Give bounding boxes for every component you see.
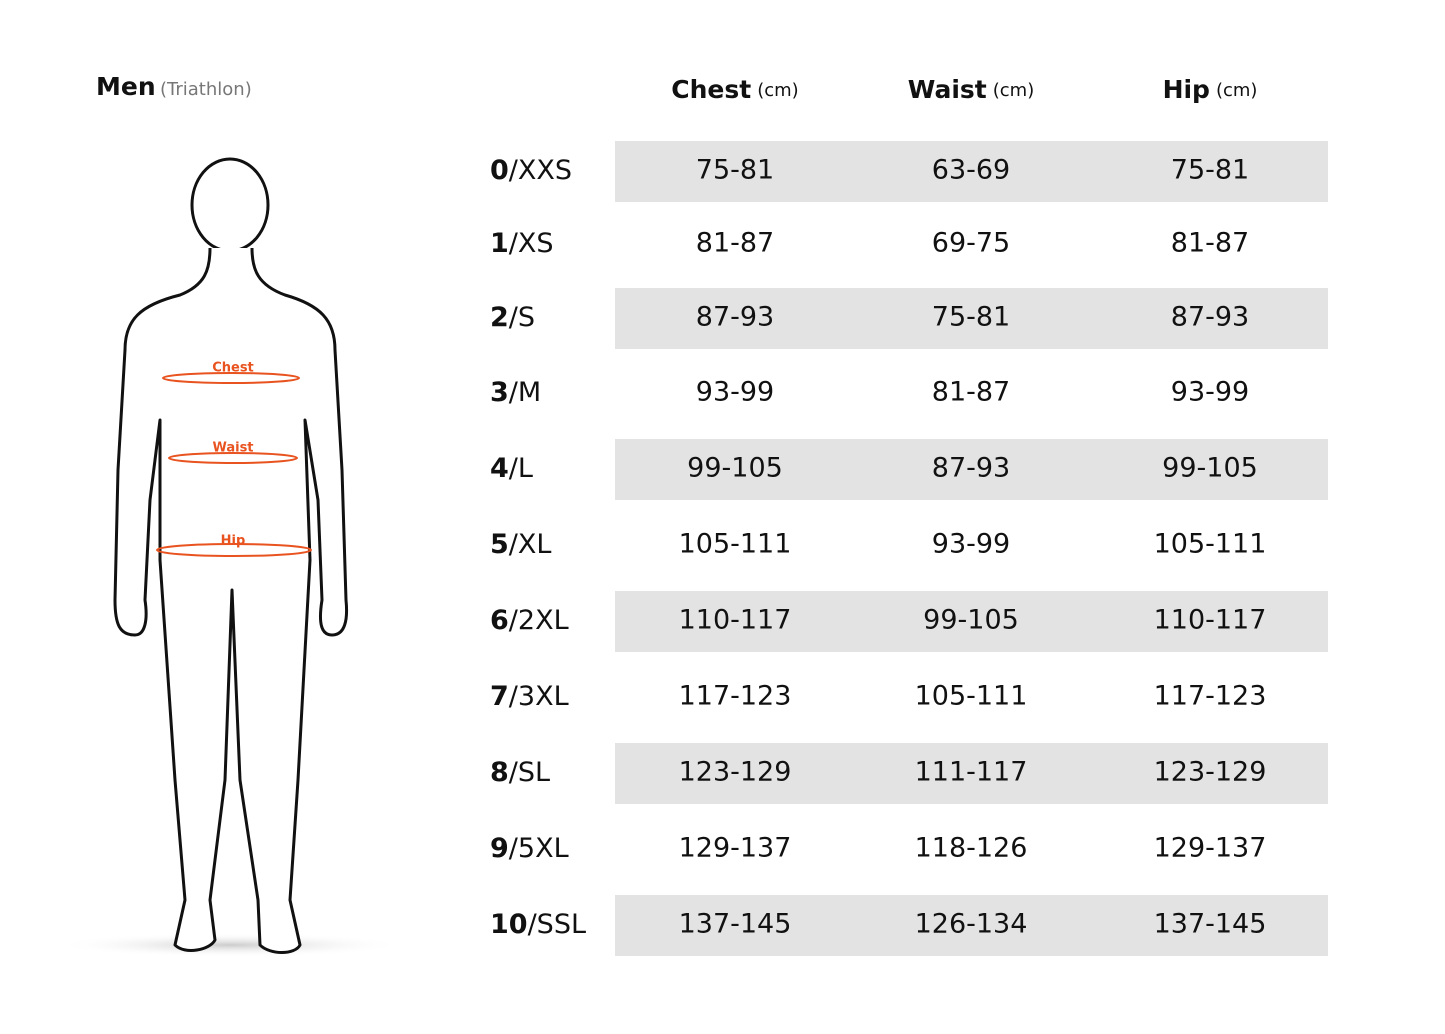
size-label: 8/SL [490,757,550,788]
row-band [615,288,1328,349]
cell: 63-69 [932,155,1010,186]
size-name: /SSL [528,909,586,940]
measure-label: Waist [212,441,253,456]
size-number: 4 [490,453,509,484]
size-label: 5/XL [490,529,551,560]
cell: 99-105 [687,453,783,484]
cell: 81-87 [1171,228,1249,259]
size-number: 5 [490,529,509,560]
cell: 111-117 [915,757,1028,788]
size-number: 0 [490,155,509,186]
size-name: /L [509,453,533,484]
column-name: Chest [671,75,751,104]
size-name: /S [509,302,535,333]
size-label: 1/XS [490,228,554,259]
size-name: /3XL [509,681,569,712]
cell: 75-81 [696,155,774,186]
cell: 137-145 [1154,909,1267,940]
measure-lines [156,372,312,557]
cell: 118-126 [915,833,1028,864]
size-label: 3/M [490,377,541,408]
size-number: 8 [490,757,509,788]
title: Men [96,72,156,101]
column-header: Hip (cm) [1163,75,1258,104]
body-figure [55,157,405,957]
row-band [615,743,1328,804]
column-header: Chest (cm) [671,75,798,104]
cell: 93-99 [932,529,1010,560]
size-number: 9 [490,833,509,864]
column-header: Waist (cm) [908,75,1034,104]
cell: 93-99 [1171,377,1249,408]
size-name: /SL [509,757,550,788]
cell: 129-137 [1154,833,1267,864]
column-unit: (cm) [757,80,798,101]
size-label: 6/2XL [490,605,569,636]
cell: 75-81 [932,302,1010,333]
size-number: 2 [490,302,509,333]
size-label: 9/5XL [490,833,569,864]
cell: 117-123 [1154,681,1267,712]
cell: 99-105 [1162,453,1258,484]
size-label: 10/SSL [490,909,586,940]
cell: 126-134 [915,909,1028,940]
cell: 87-93 [1171,302,1249,333]
size-number: 3 [490,377,509,408]
size-number: 6 [490,605,509,636]
cell: 105-111 [1154,529,1267,560]
size-name: /XS [509,228,554,259]
size-label: 7/3XL [490,681,569,712]
cell: 110-117 [679,605,792,636]
size-name: /2XL [509,605,569,636]
cell: 99-105 [923,605,1019,636]
subtitle: (Triathlon) [160,79,252,100]
size-label: 4/L [490,453,533,484]
row-band [615,591,1328,652]
row-band [615,141,1328,202]
row-band [615,439,1328,500]
size-name: /5XL [509,833,569,864]
cell: 69-75 [932,228,1010,259]
cell: 137-145 [679,909,792,940]
row-band [615,895,1328,956]
measure-label: Hip [221,534,246,549]
size-number: 1 [490,228,509,259]
column-name: Waist [908,75,987,104]
cell: 117-123 [679,681,792,712]
column-unit: (cm) [1216,80,1257,101]
cell: 87-93 [932,453,1010,484]
cell: 129-137 [679,833,792,864]
cell: 87-93 [696,302,774,333]
measure-label: Chest [212,361,254,376]
cell: 110-117 [1154,605,1267,636]
column-unit: (cm) [993,80,1034,101]
cell: 93-99 [696,377,774,408]
cell: 105-111 [679,529,792,560]
size-label: 2/S [490,302,535,333]
cell: 75-81 [1171,155,1249,186]
size-number: 7 [490,681,509,712]
size-name: /XXS [509,155,572,186]
cell: 123-129 [679,757,792,788]
size-name: /XL [509,529,552,560]
cell: 105-111 [915,681,1028,712]
cell: 81-87 [696,228,774,259]
size-label: 0/XXS [490,155,572,186]
column-name: Hip [1163,75,1210,104]
size-name: /M [509,377,541,408]
size-number: 10 [490,909,528,940]
cell: 123-129 [1154,757,1267,788]
cell: 81-87 [932,377,1010,408]
